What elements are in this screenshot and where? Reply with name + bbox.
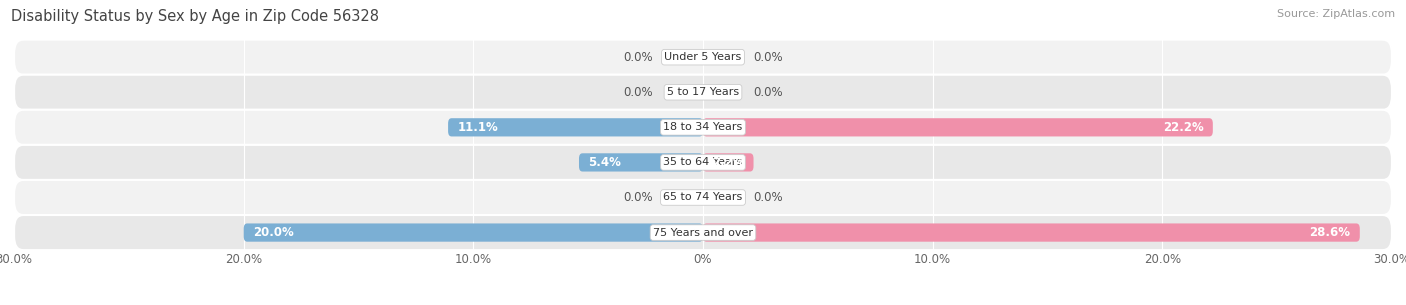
FancyBboxPatch shape bbox=[449, 118, 703, 136]
FancyBboxPatch shape bbox=[579, 153, 703, 171]
Text: 65 to 74 Years: 65 to 74 Years bbox=[664, 192, 742, 203]
Text: Disability Status by Sex by Age in Zip Code 56328: Disability Status by Sex by Age in Zip C… bbox=[11, 9, 380, 24]
Text: 20.0%: 20.0% bbox=[253, 226, 294, 239]
FancyBboxPatch shape bbox=[14, 110, 1392, 145]
FancyBboxPatch shape bbox=[703, 153, 754, 171]
Text: 2.2%: 2.2% bbox=[711, 156, 744, 169]
FancyBboxPatch shape bbox=[14, 215, 1392, 250]
Text: 22.2%: 22.2% bbox=[1163, 121, 1204, 134]
Text: 5 to 17 Years: 5 to 17 Years bbox=[666, 87, 740, 97]
FancyBboxPatch shape bbox=[14, 75, 1392, 110]
Text: 18 to 34 Years: 18 to 34 Years bbox=[664, 122, 742, 132]
FancyBboxPatch shape bbox=[703, 224, 1360, 242]
Text: Under 5 Years: Under 5 Years bbox=[665, 52, 741, 62]
Text: 11.1%: 11.1% bbox=[457, 121, 498, 134]
FancyBboxPatch shape bbox=[243, 224, 703, 242]
FancyBboxPatch shape bbox=[14, 180, 1392, 215]
Text: 28.6%: 28.6% bbox=[1309, 226, 1351, 239]
Text: 0.0%: 0.0% bbox=[623, 191, 652, 204]
Text: 0.0%: 0.0% bbox=[623, 51, 652, 64]
Text: 75 Years and over: 75 Years and over bbox=[652, 228, 754, 238]
Text: 0.0%: 0.0% bbox=[754, 86, 783, 99]
FancyBboxPatch shape bbox=[14, 40, 1392, 75]
Text: Source: ZipAtlas.com: Source: ZipAtlas.com bbox=[1277, 9, 1395, 19]
Text: 0.0%: 0.0% bbox=[623, 86, 652, 99]
Text: 0.0%: 0.0% bbox=[754, 191, 783, 204]
Text: 35 to 64 Years: 35 to 64 Years bbox=[664, 157, 742, 167]
FancyBboxPatch shape bbox=[703, 118, 1213, 136]
FancyBboxPatch shape bbox=[14, 145, 1392, 180]
Text: 0.0%: 0.0% bbox=[754, 51, 783, 64]
Text: 5.4%: 5.4% bbox=[588, 156, 621, 169]
